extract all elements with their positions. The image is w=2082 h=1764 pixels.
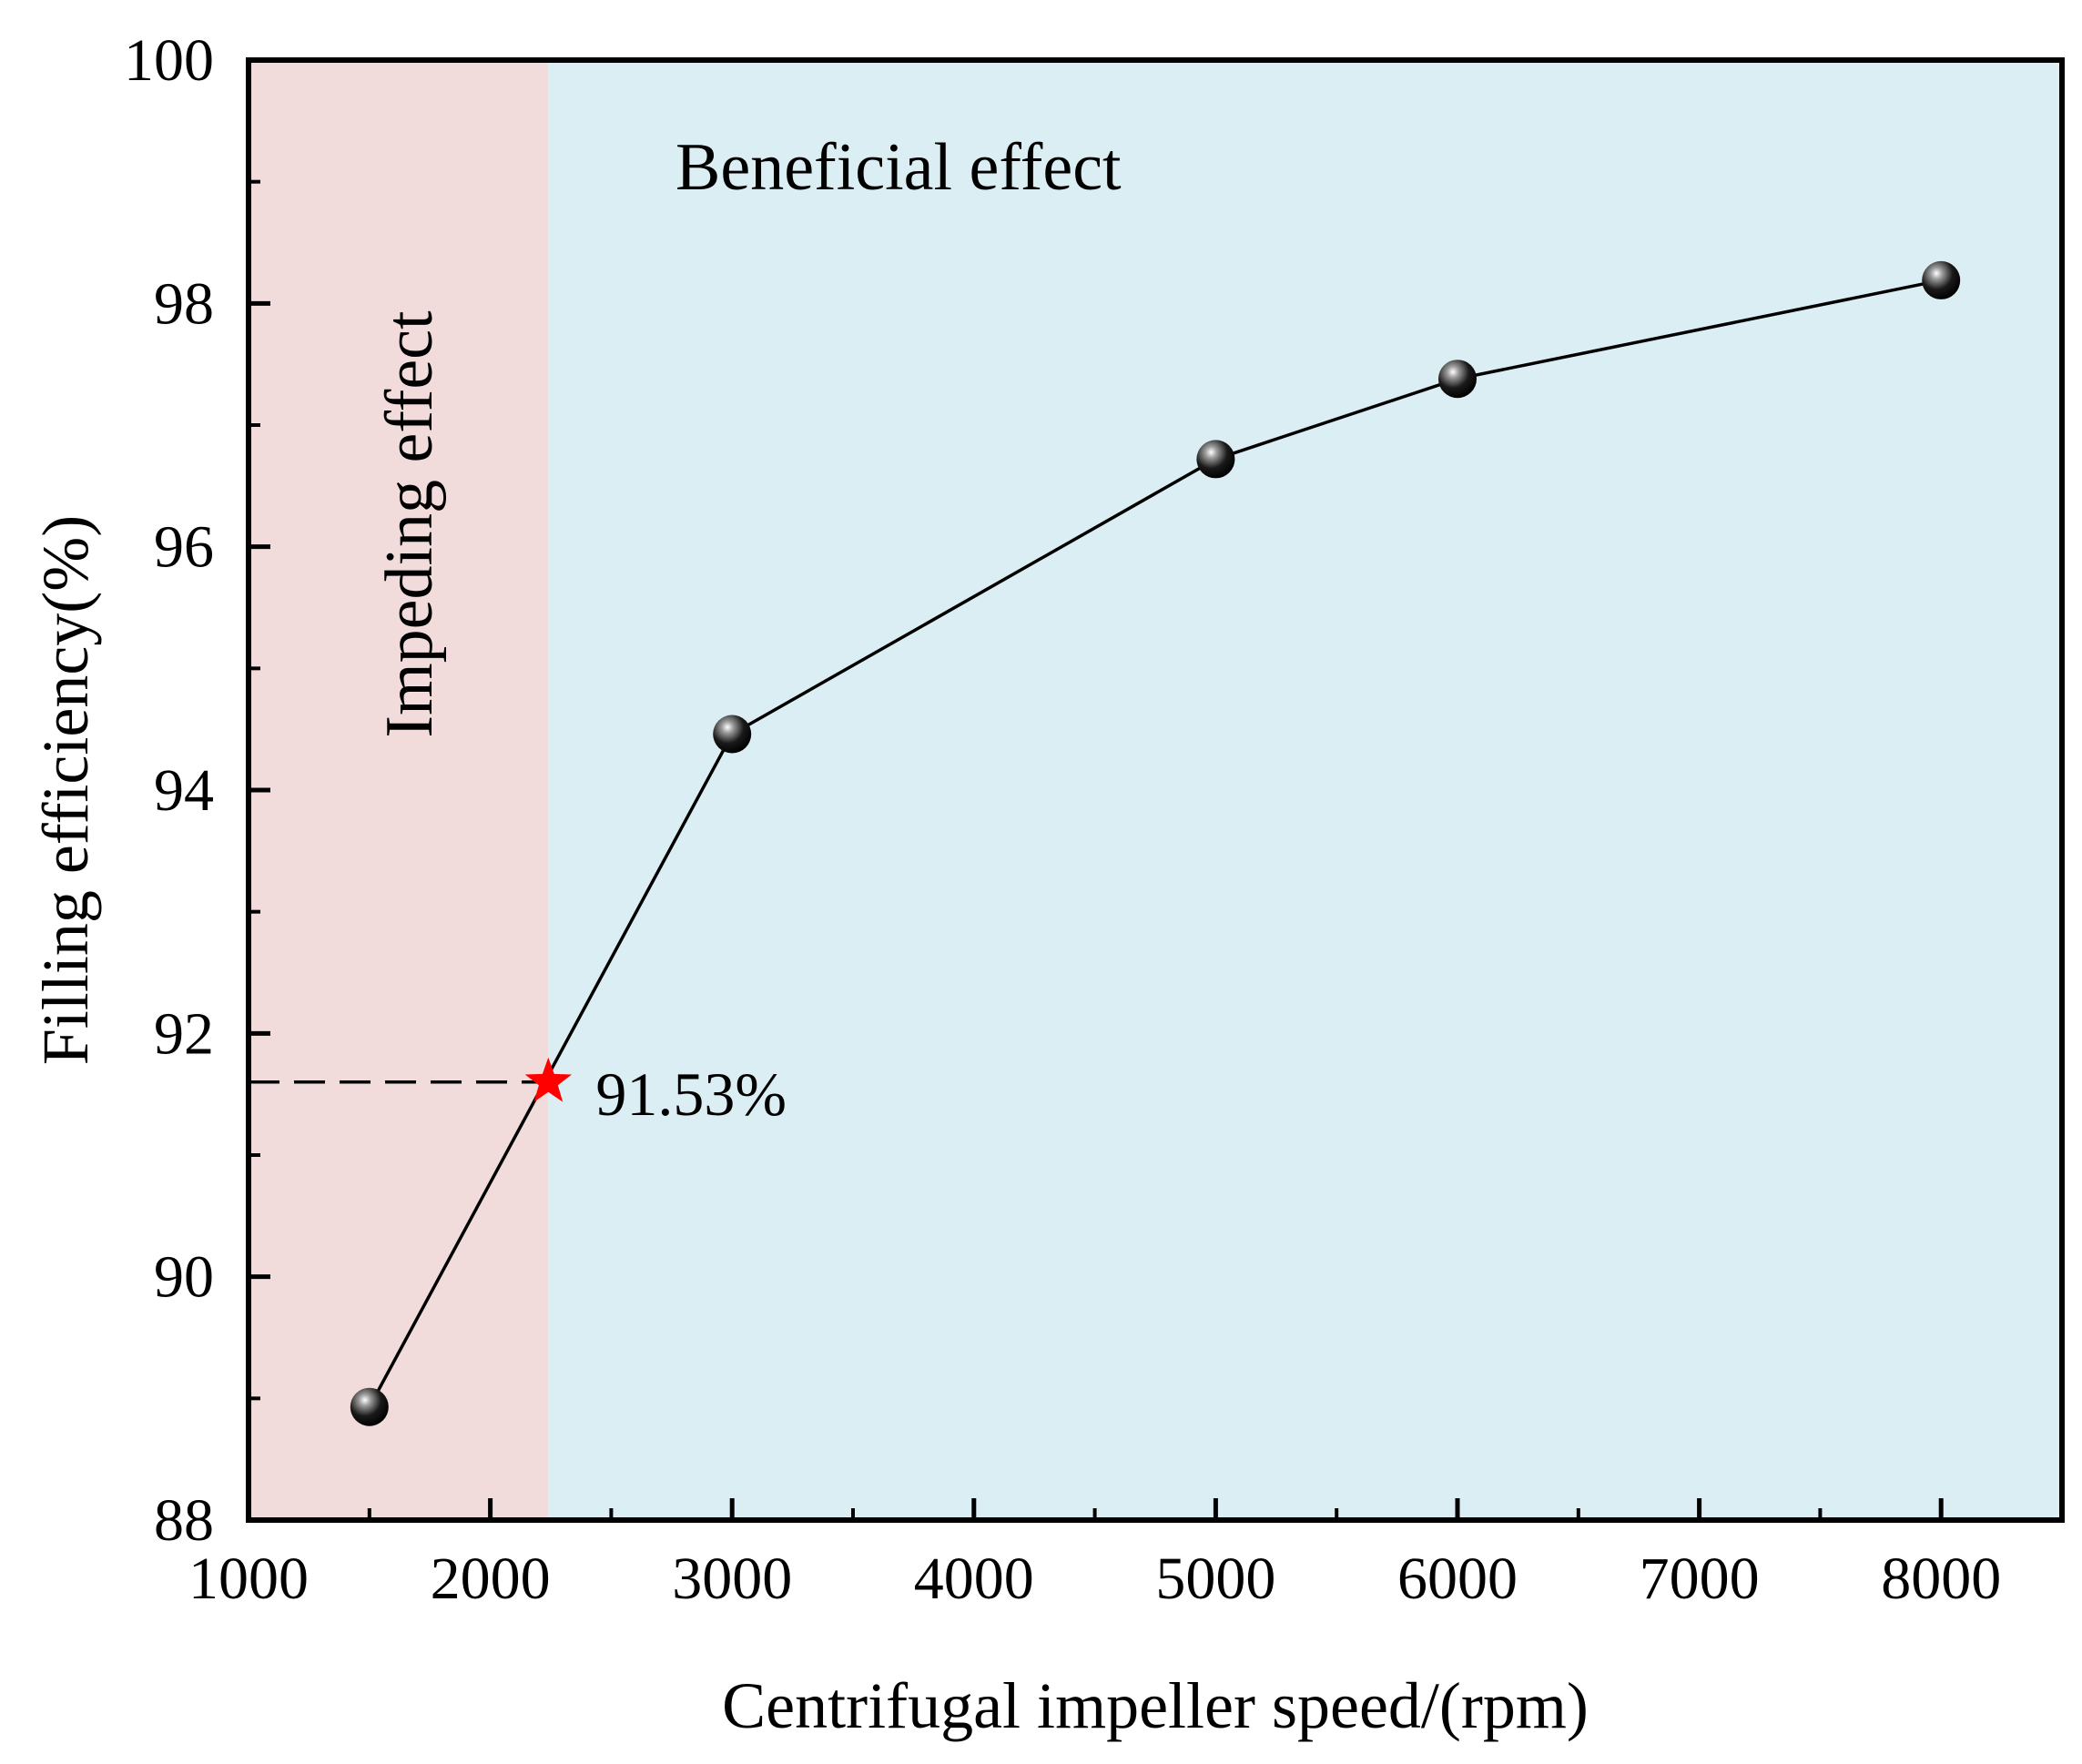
- region-impeding: [249, 60, 549, 1520]
- x-tick-label: 1000: [188, 1546, 309, 1612]
- series-layer: [350, 260, 1961, 1426]
- data-point: [713, 715, 752, 754]
- y-tick-label: 100: [124, 27, 214, 94]
- impeding-effect-label: Impeding effect: [372, 310, 447, 738]
- ticks-layer: 1000 2000 3000 4000 5000 6000 7000 8000 88 90 92 94…: [124, 27, 2001, 1612]
- y-axis-title: Filling efficiency(%): [29, 515, 102, 1065]
- data-point: [1196, 440, 1235, 479]
- x-tick-label: 8000: [1881, 1546, 2001, 1612]
- y-tick-label: 98: [154, 270, 214, 337]
- y-tick-label: 88: [154, 1487, 214, 1554]
- y-tick-label: 94: [154, 757, 214, 824]
- data-point: [1438, 360, 1477, 399]
- x-tick-label: 4000: [914, 1546, 1034, 1612]
- data-point: [350, 1387, 389, 1426]
- x-tick-label: 5000: [1155, 1546, 1275, 1612]
- y-tick-label: 92: [154, 1000, 214, 1067]
- region-beneficial: [548, 60, 2062, 1520]
- y-tick-label: 96: [154, 514, 214, 581]
- x-tick-label: 3000: [672, 1546, 792, 1612]
- beneficial-effect-label: Beneficial effect: [675, 130, 1122, 205]
- regions-layer: [249, 60, 2062, 1520]
- x-axis-title: Centrifugal impeller speed/(rpm): [722, 1669, 1589, 1742]
- data-point: [1922, 260, 1961, 299]
- x-tick-label: 2000: [431, 1546, 551, 1612]
- x-tick-label: 7000: [1640, 1546, 1760, 1612]
- y-tick-label: 90: [154, 1244, 214, 1311]
- threshold-value-label: 91.53%: [595, 1059, 787, 1129]
- plot-frame: [246, 57, 2065, 1523]
- x-tick-label: 6000: [1397, 1546, 1518, 1612]
- threshold-star-marker: [524, 1057, 572, 1102]
